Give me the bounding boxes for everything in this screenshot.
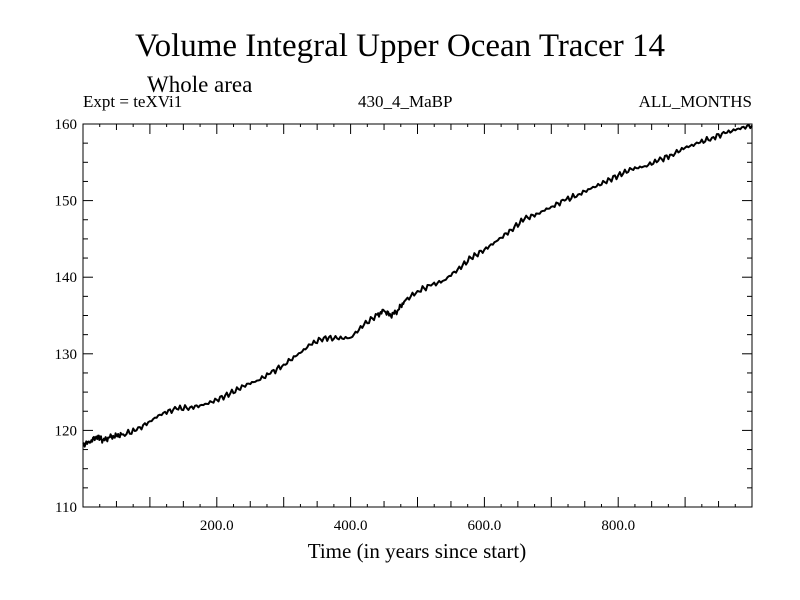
chart-title: Volume Integral Upper Ocean Tracer 14: [135, 28, 665, 64]
series-line: [82, 123, 753, 448]
y-tick-label: 110: [55, 500, 77, 516]
y-tick-label: 120: [55, 423, 78, 439]
x-tick-label: 800.0: [601, 518, 635, 534]
x-tick-label: 400.0: [334, 518, 368, 534]
x-tick-label: 200.0: [200, 518, 234, 534]
x-axis-title: Time (in years since start): [308, 539, 527, 563]
y-tick-label: 150: [55, 194, 78, 210]
experiment-label: Expt = teXVi1: [83, 92, 183, 111]
period-label: 430_4_MaBP: [358, 92, 453, 111]
chart-subtitle: Whole area: [147, 72, 253, 97]
axis-ticks: [83, 124, 752, 507]
y-tick-label: 140: [55, 270, 78, 286]
tick-labels: 200.0 400.0 600.0 800.0 110 120 130 140 150 160: [55, 117, 636, 534]
months-label: ALL_MONTHS: [638, 92, 752, 111]
x-tick-label: 600.0: [468, 518, 502, 534]
plot-frame: [82, 123, 753, 508]
y-tick-label: 130: [55, 347, 78, 363]
y-tick-label: 160: [55, 117, 78, 133]
